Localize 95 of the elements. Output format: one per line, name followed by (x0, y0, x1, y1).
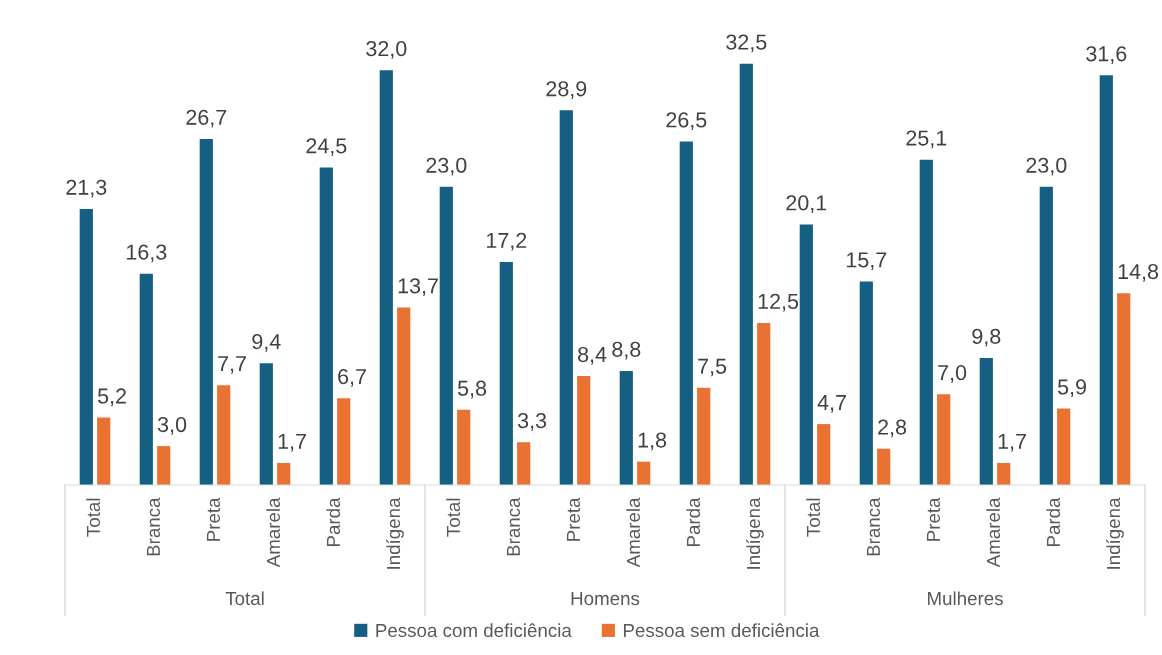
bar (739, 63, 753, 485)
bar (859, 281, 873, 485)
data-label: 3,0 (157, 416, 187, 435)
bar (139, 273, 153, 485)
data-label: 1,7 (278, 433, 306, 452)
bar (619, 370, 633, 485)
data-label: 5,2 (97, 388, 126, 407)
x-tick-label: Indígena (746, 497, 764, 569)
x-tick-label: Parda (326, 497, 341, 546)
data-label: 9,4 (252, 333, 281, 352)
data-label: 1,7 (998, 433, 1026, 452)
bar (937, 394, 951, 485)
bar (577, 376, 591, 485)
bar (457, 409, 471, 485)
bar (637, 461, 651, 485)
bar (1117, 293, 1131, 485)
bar (1057, 408, 1071, 485)
bar (697, 387, 711, 485)
bar (319, 167, 333, 485)
data-label: 2,8 (878, 419, 907, 438)
bar (517, 442, 531, 485)
bar (997, 462, 1011, 485)
text: Homens (571, 592, 640, 606)
data-label: 5,9 (1057, 379, 1087, 398)
data-label: 1,8 (638, 432, 667, 451)
text: Mulheres (927, 591, 1003, 606)
bar (337, 398, 351, 485)
bar (559, 110, 573, 485)
x-tick-label: Total (86, 498, 101, 537)
data-label: 23,0 (1026, 157, 1067, 176)
data-label: 21,3 (66, 179, 107, 198)
bar (97, 417, 111, 485)
bar (397, 307, 411, 485)
data-label: 15,7 (846, 252, 887, 271)
data-label: 13,7 (398, 278, 438, 296)
data-label: 7,5 (698, 358, 727, 377)
data-label: 26,5 (666, 112, 707, 131)
x-tick-label: Preta (926, 497, 941, 541)
data-label: 9,8 (972, 328, 1001, 347)
data-label: 20,1 (786, 195, 827, 214)
x-tick-label: Total (806, 498, 821, 537)
bar (499, 262, 513, 485)
data-label: 3,3 (517, 413, 547, 431)
bar (379, 70, 393, 485)
data-label: 14,8 (1118, 263, 1159, 282)
bar (799, 224, 813, 485)
bar (79, 208, 93, 485)
data-label: 32,5 (726, 34, 767, 53)
x-tick-label: Amarela (626, 497, 641, 568)
x-tick-label: Indígena (386, 497, 404, 569)
bar (199, 138, 213, 485)
bar (979, 357, 993, 485)
data-label: 5,8 (457, 380, 487, 399)
data-label: 23,0 (426, 157, 467, 176)
data-label: 16,3 (126, 244, 167, 263)
data-label: 8,4 (578, 346, 607, 365)
data-label: 7,0 (938, 365, 967, 383)
bar (679, 141, 693, 485)
x-tick-label: Branca (506, 497, 521, 556)
bar (1099, 75, 1113, 485)
bar (817, 424, 831, 485)
legend-label: Pessoa com deficiência (376, 623, 572, 638)
x-tick-label: Preta (566, 497, 581, 541)
x-tick-label: Parda (1046, 497, 1061, 546)
x-tick-label: Parda (686, 497, 701, 546)
x-tick-label: Indígena (1106, 497, 1124, 569)
data-label: 17,2 (486, 232, 527, 251)
bar (277, 462, 291, 485)
data-label: 28,9 (546, 81, 587, 99)
bar (1039, 186, 1053, 485)
data-label: 12,5 (758, 293, 799, 312)
bar (259, 363, 273, 485)
x-tick-label: Branca (146, 497, 161, 556)
data-label: 8,8 (612, 341, 641, 360)
x-tick-label: Amarela (986, 497, 1001, 568)
data-label: 7,7 (218, 356, 246, 374)
text: Total (225, 591, 264, 606)
x-tick-label: Amarela (266, 497, 281, 568)
data-label: 6,7 (338, 368, 366, 387)
data-label: 4,7 (817, 395, 846, 413)
data-label: 26,7 (186, 109, 227, 128)
data-label: 25,1 (906, 130, 947, 149)
x-tick-label: Branca (866, 497, 881, 556)
bar (877, 448, 891, 485)
x-tick-label: Total (446, 498, 461, 537)
bar (919, 159, 933, 485)
bar (157, 446, 171, 485)
data-label: 31,6 (1086, 46, 1127, 64)
bar (217, 385, 231, 485)
x-tick-label: Preta (206, 497, 221, 541)
bar (439, 186, 453, 485)
data-label: 32,0 (366, 40, 407, 59)
data-label: 24,5 (306, 138, 347, 156)
legend-label: Pessoa sem deficiência (623, 623, 820, 638)
bar (757, 322, 771, 485)
